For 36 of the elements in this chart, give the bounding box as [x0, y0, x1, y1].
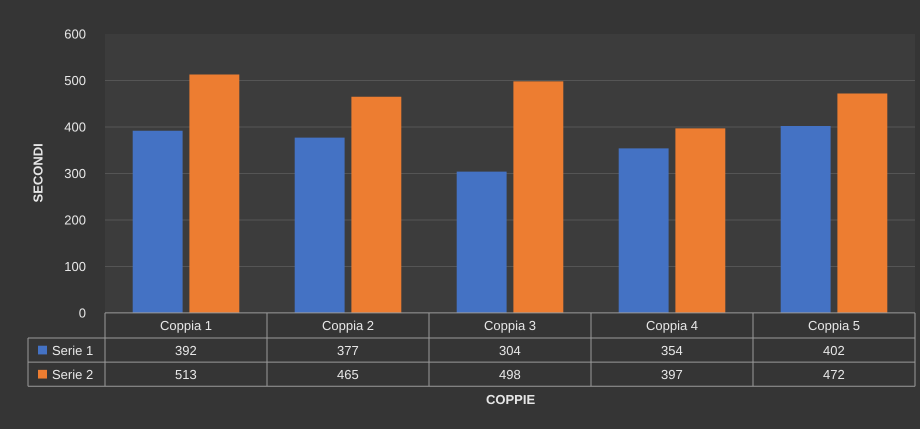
data-label: 397: [661, 367, 683, 382]
data-label: 513: [175, 367, 197, 382]
y-tick-label: 200: [64, 212, 86, 228]
y-axis-title: SECONDI: [30, 143, 46, 202]
data-label: 402: [823, 343, 845, 358]
data-label: 465: [337, 367, 359, 382]
bar: [351, 96, 402, 313]
legend-label: Serie 1: [52, 343, 94, 358]
y-tick-label: 600: [64, 26, 86, 42]
bar: [513, 81, 564, 313]
x-tick-label: Coppia 2: [322, 318, 374, 333]
data-label: 498: [499, 367, 521, 382]
bar: [780, 126, 831, 313]
data-label: 377: [337, 343, 359, 358]
data-label: 304: [499, 343, 521, 358]
bar: [132, 130, 183, 313]
x-axis-title: COPPIE: [486, 392, 536, 407]
x-tick-label: Coppia 3: [484, 318, 536, 333]
bar: [294, 138, 345, 313]
data-label: 392: [175, 343, 197, 358]
bar: [837, 94, 888, 313]
y-tick-label: 300: [64, 166, 86, 182]
bar: [618, 148, 669, 313]
y-tick-label: 0: [78, 305, 86, 320]
data-label: 472: [823, 367, 845, 382]
bar: [189, 74, 240, 313]
y-tick-label: 100: [64, 258, 86, 274]
legend-label: Serie 2: [52, 367, 94, 382]
y-tick-label: 500: [64, 73, 86, 88]
x-tick-label: Coppia 5: [808, 318, 860, 333]
bar: [675, 128, 726, 313]
data-label: 354: [661, 343, 683, 358]
bar: [456, 172, 507, 313]
y-tick-label: 400: [64, 120, 86, 135]
x-tick-label: Coppia 4: [646, 318, 698, 333]
x-tick-label: Coppia 1: [160, 318, 212, 333]
